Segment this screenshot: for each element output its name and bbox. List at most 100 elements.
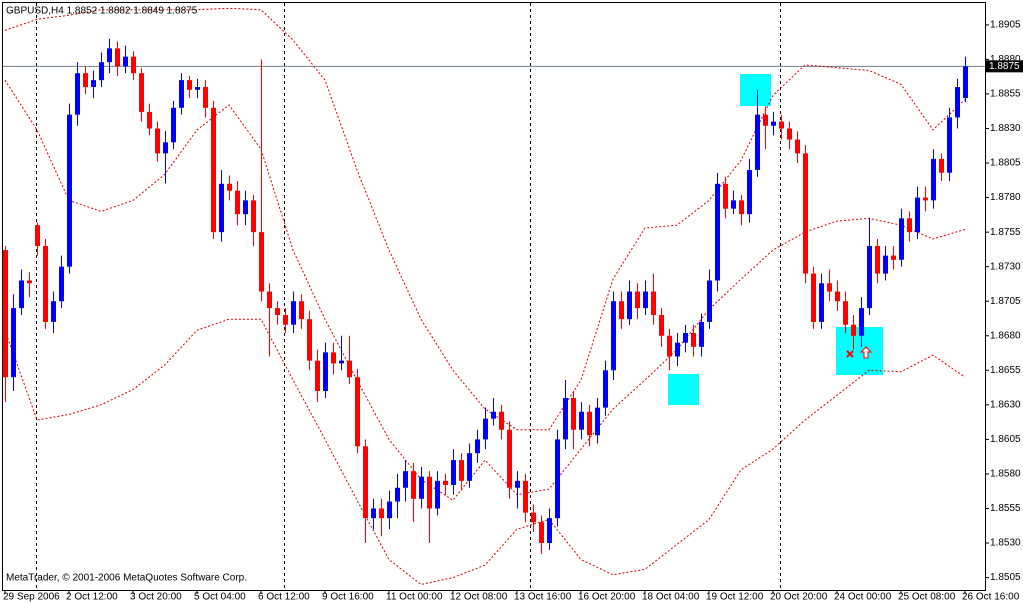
candle-body [67,114,72,267]
candle-body [795,139,800,154]
candle-body [315,360,320,392]
candle-body [547,518,552,544]
candle-body [419,476,424,499]
candle-body [819,283,824,322]
candle-body [443,480,448,485]
candle-body [771,121,776,126]
candle-body [859,308,864,336]
candle-body [595,407,600,436]
candle-body [587,411,592,436]
candle-body [323,352,328,392]
x-tick-label: 12 Oct 08:00 [450,592,508,603]
y-tick-label: 1.8630 [990,399,1021,410]
candle-body [515,480,520,488]
candle-body [683,332,688,343]
candle-body [563,397,568,440]
candle-body [411,471,416,499]
candle-body [667,335,672,357]
candle-body [531,512,536,523]
candle-body [739,200,744,215]
candle-body [299,301,304,320]
candle-body [955,87,960,118]
y-tick-label: 1.8855 [990,89,1021,100]
y-tick-label: 1.8605 [990,434,1021,445]
x-tick-label: 26 Oct 16:00 [962,592,1020,603]
candle-body [579,411,584,430]
x-tick-label: 3 Oct 20:00 [130,592,182,603]
candle-body [611,301,616,371]
candle-body [395,487,400,502]
candle-body [275,308,280,316]
candle-body [371,508,376,519]
candle-body [243,200,248,215]
candle-body [235,190,240,215]
candle-body [75,73,80,115]
y-tick-label: 1.8805 [990,158,1021,169]
candle-body [19,280,24,309]
candle-body [3,250,8,378]
candle-body [171,107,176,143]
candle-body [43,245,48,322]
candle-body [123,56,128,67]
highlight-box [668,374,699,405]
y-tick-label: 1.8505 [990,572,1021,583]
candle-body [51,301,56,322]
x-tick-label: 25 Oct 08:00 [898,592,956,603]
y-tick-label: 1.8755 [990,227,1021,238]
sell-marker [846,350,854,358]
y-tick-label: 1.8680 [990,330,1021,341]
candle-body [867,245,872,309]
candle-body [219,183,224,233]
candle-body [147,111,152,129]
candle-body [763,114,768,126]
candle-body [211,107,216,233]
y-tick-label: 1.8830 [990,123,1021,134]
candle-body [779,121,784,129]
candle-body [427,476,432,509]
candle-body [699,321,704,347]
candle-body [475,439,480,454]
candle-body [195,87,200,90]
candle-body [715,183,720,281]
x-tick-label: 9 Oct 16:00 [322,592,374,603]
marks [3,7,985,586]
candle-body [931,158,936,201]
candle-body [307,319,312,361]
candle-body [851,324,856,336]
candle-body [379,508,384,519]
candle-body [267,291,272,309]
y-tick-label: 1.8705 [990,296,1021,307]
y-tick-label: 1.8730 [990,261,1021,272]
candle-body [347,360,352,378]
candle-body [115,48,120,67]
candle-body [523,480,528,513]
candle-body [651,291,656,316]
candle-body [155,128,160,154]
candle-body [691,332,696,347]
candle-body [507,429,512,488]
candle-body [643,291,648,309]
candle-body [571,397,576,430]
highlight-box [740,74,771,106]
candle-body [963,66,968,99]
candle-body [891,255,896,260]
candle-body [291,301,296,325]
x-tick-label: 19 Oct 12:00 [706,592,764,603]
candle-body [251,200,256,233]
candle-body [939,158,944,173]
candle-body [835,291,840,302]
chart-title: GBPUSD,H4 1.8852 1.8882 1.8849 1.8875 [6,6,198,17]
candle-body [539,522,544,544]
candle-body [755,114,760,170]
buy-arrow [859,346,873,359]
bollinger-band [4,318,966,586]
candle-body [555,439,560,519]
candle-body [499,411,504,430]
y-tick-label: 1.8555 [990,503,1021,514]
candle-body [483,418,488,440]
candle-body [203,87,208,108]
candle-body [35,225,40,246]
current-price-box [986,60,1023,73]
candle-body [83,73,88,88]
